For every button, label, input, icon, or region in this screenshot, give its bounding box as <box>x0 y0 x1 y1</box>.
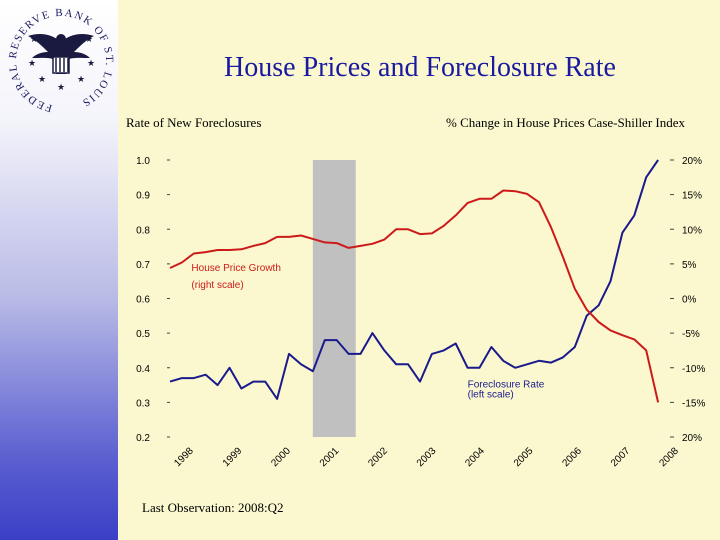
left-axis-tick-label: 1.0 <box>136 156 150 167</box>
left-axis-title: Rate of New Foreclosures <box>126 115 262 130</box>
svg-text:★: ★ <box>28 59 36 69</box>
st-louis-fed-seal: FEDERAL RESERVE BANK OF ST. LOUIS ★ ★ ★ ★ … <box>7 7 114 114</box>
x-axis-tick-label: 2004 <box>463 445 487 469</box>
svg-text:★: ★ <box>57 83 65 93</box>
right-axis-tick-label: 20% <box>682 433 702 444</box>
last-observation-note: Last Observation: 2008:Q2 <box>142 500 284 515</box>
left-axis-tick-label: 0.9 <box>136 191 150 202</box>
x-axis-tick-label: 2001 <box>318 445 342 469</box>
left-axis-tick-label: 0.6 <box>136 295 150 306</box>
left-axis-tick-label: 0.3 <box>136 398 150 409</box>
svg-text:★: ★ <box>38 75 46 85</box>
eagle-icon <box>28 34 94 74</box>
house-price-annotation-scale: (right scale) <box>191 280 243 291</box>
right-axis-tick-label: 10% <box>682 225 702 236</box>
chart-area: 1.0 0.9 0.8 0.7 0.6 0.5 0.4 0.3 0.2 20% 15% 10% 5% 0%… <box>136 156 705 469</box>
foreclosure-rate-line <box>169 159 659 400</box>
svg-text:★: ★ <box>77 75 85 85</box>
right-axis-tick-label: 5% <box>682 260 697 271</box>
house-price-growth-line <box>169 189 660 403</box>
left-axis-tick-label: 0.2 <box>136 433 150 444</box>
right-axis-tick-label: -5% <box>682 329 700 340</box>
x-axis-tick-label: 2008 <box>657 445 681 469</box>
foreclosure-annotation-scale: (left scale) <box>468 390 514 401</box>
house-price-annotation: House Price Growth <box>191 263 280 274</box>
right-axis-tick-label: -10% <box>682 364 705 375</box>
x-axis-tick-label: 1998 <box>172 445 196 469</box>
x-axis-tick-label: 1999 <box>221 445 245 469</box>
left-axis-tick-label: 0.5 <box>136 329 150 340</box>
svg-text:★: ★ <box>87 59 95 69</box>
page-title: House Prices and Foreclosure Rate <box>224 52 616 83</box>
x-axis-tick-label: 2006 <box>560 445 584 469</box>
left-axis-tick-label: 0.4 <box>136 364 150 375</box>
seal-stars: ★ ★ ★ ★ ★ ★ ★ <box>28 35 95 93</box>
svg-text:★: ★ <box>30 35 38 45</box>
foreclosure-annotation: Foreclosure Rate <box>468 379 545 390</box>
x-axis-tick-label: 2003 <box>415 445 439 469</box>
x-axis-tick-label: 2007 <box>609 445 633 469</box>
x-axis-tick-label: 2000 <box>269 445 293 469</box>
right-axis-tick-label: 0% <box>682 295 697 306</box>
left-axis-tick-label: 0.7 <box>136 260 150 271</box>
right-axis-tick-label: -15% <box>682 398 705 409</box>
right-axis-tick-label: 20% <box>682 156 702 167</box>
x-axis-tick-label: 2005 <box>512 445 536 469</box>
recession-shading <box>312 160 356 437</box>
right-axis-tick-label: 15% <box>682 191 702 202</box>
x-axis-tick-label: 2002 <box>366 445 390 469</box>
left-axis-tick-label: 0.8 <box>136 225 150 236</box>
svg-text:★: ★ <box>85 35 93 45</box>
left-gradient-bar <box>0 0 118 540</box>
right-axis-title: % Change in House Prices Case-Shiller In… <box>446 115 686 130</box>
